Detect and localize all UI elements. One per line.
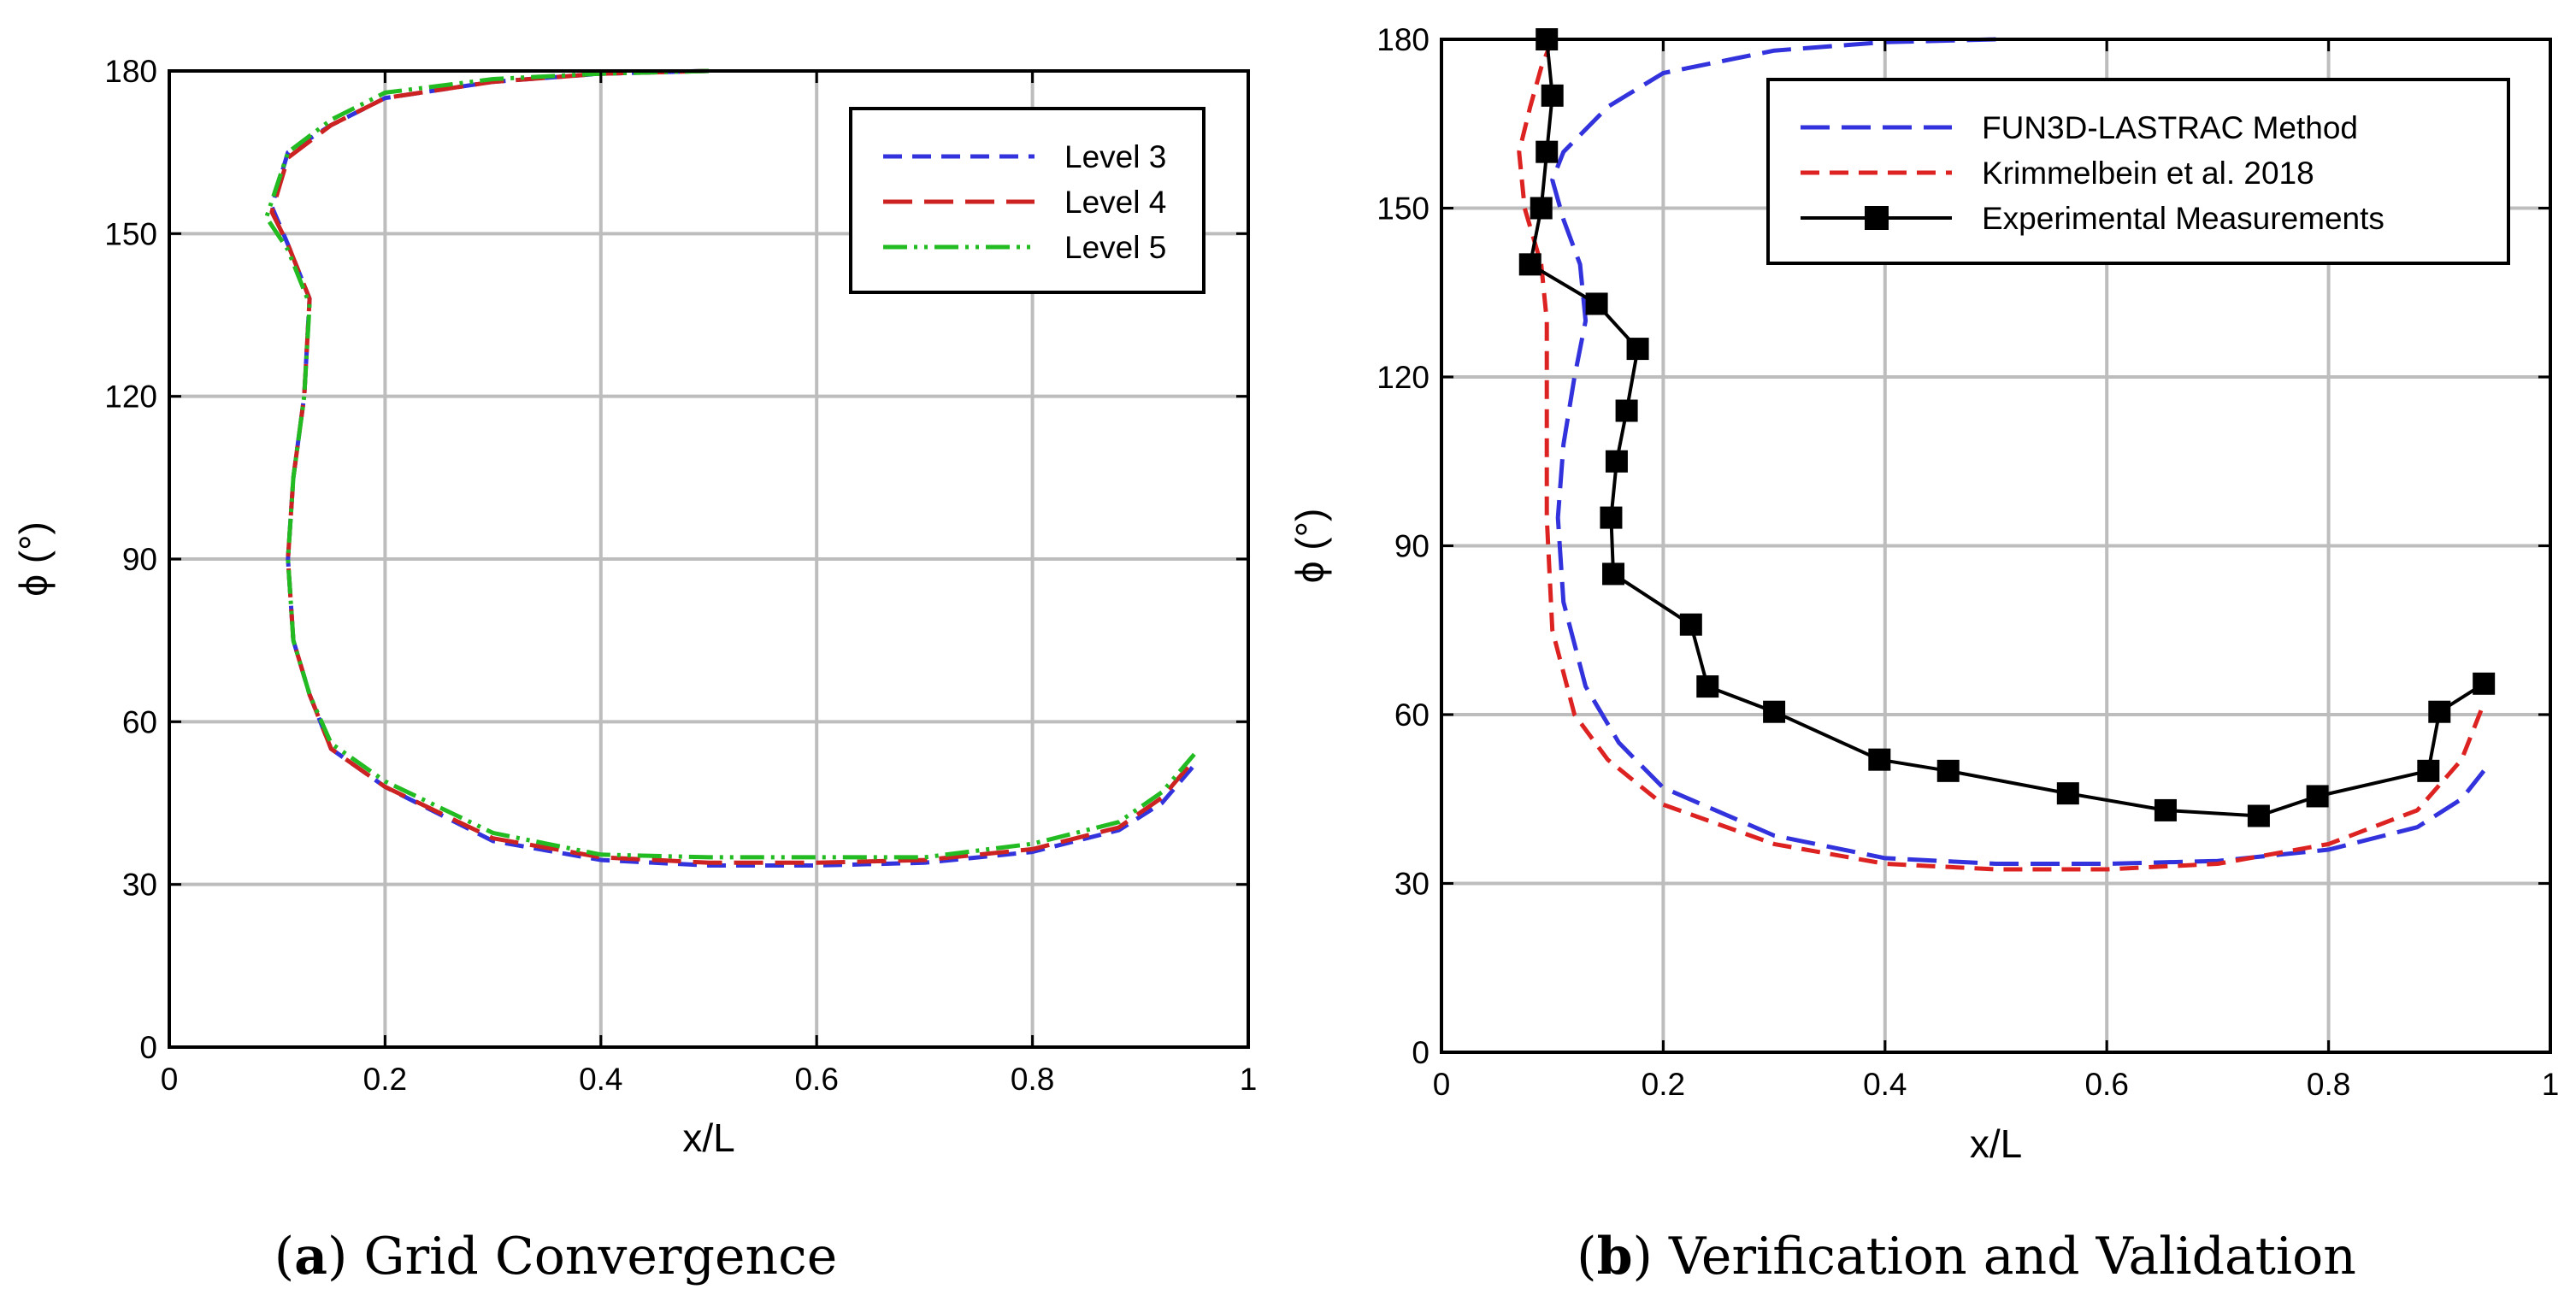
x-axis-label: x/L: [682, 1116, 734, 1160]
data-point: [2056, 782, 2079, 805]
x-tick-label: 0.6: [794, 1062, 838, 1097]
data-point: [1868, 748, 1891, 771]
caption-b-text: Verification and Validation: [1668, 1227, 2356, 1286]
caption-b: (b) Verification and Validation: [1577, 1227, 2356, 1286]
data-point: [2428, 700, 2451, 723]
panel-b-verification-validation: 0 0.2 0.4 0.6 0.8 1 0 30 60 90 120 150 180 x/L ϕ (°) FU…: [1288, 22, 2559, 1166]
x-axis-label: x/L: [1970, 1121, 2022, 1166]
series-line-1: [1550, 37, 2486, 866]
y-tick-label: 150: [1376, 191, 1429, 227]
data-point: [2306, 785, 2329, 808]
y-tick-label: 120: [1376, 360, 1429, 395]
legend-label-3: Experimental Measurements: [1982, 201, 2384, 236]
data-point: [1536, 140, 1559, 163]
x-tick-label: 0.8: [2307, 1067, 2350, 1102]
y-axis-label: ϕ (°): [11, 521, 56, 597]
caption-a-text: Grid Convergence: [364, 1227, 838, 1286]
y-tick-label: 60: [122, 704, 157, 739]
data-point: [1541, 84, 1564, 107]
legend-label-3: Level 5: [1064, 230, 1166, 265]
y-tick-label: 0: [139, 1030, 157, 1065]
y-tick-label: 60: [1394, 698, 1429, 733]
y-tick-label: 120: [104, 380, 157, 415]
x-tick-label: 0.2: [363, 1062, 407, 1097]
data-point: [1600, 506, 1623, 529]
data-point: [1530, 197, 1553, 220]
y-tick-label: 180: [104, 54, 157, 89]
data-point: [1585, 292, 1608, 315]
data-point: [1696, 675, 1719, 698]
legend-label-2: Level 4: [1064, 185, 1166, 220]
legend-label-1: FUN3D-LASTRAC Method: [1982, 110, 2358, 145]
y-tick-label: 180: [1376, 22, 1429, 57]
legend: FUN3D-LASTRAC Method Krimmelbein et al. 2…: [1766, 78, 2510, 265]
y-tick-label: 30: [1394, 867, 1429, 902]
data-point: [1605, 450, 1628, 473]
y-tick-label: 30: [122, 868, 157, 903]
caption-a-tag: a: [294, 1227, 327, 1286]
legend-marker: [1865, 206, 1889, 230]
legend-label-2: Krimmelbein et al. 2018: [1982, 156, 2314, 191]
data-point: [1936, 759, 1960, 782]
y-tick-label: 90: [122, 542, 157, 577]
data-point: [1615, 399, 1638, 422]
caption-a: (a) Grid Convergence: [274, 1227, 838, 1286]
caption-b-tag: b: [1597, 1227, 1633, 1286]
data-point: [1763, 700, 1786, 723]
series-line-3: [264, 68, 1196, 860]
y-tick-label: 0: [1412, 1035, 1429, 1070]
data-point: [2473, 672, 2496, 695]
x-tick-label: 0.8: [1011, 1062, 1054, 1097]
x-tick-label: 0.4: [1863, 1067, 1907, 1102]
data-point: [1679, 613, 1702, 636]
x-tick-label: 1: [2542, 1067, 2560, 1102]
x-tick-label: 0.4: [579, 1062, 622, 1097]
x-tick-label: 0: [161, 1062, 179, 1097]
y-tick-label: 90: [1394, 529, 1429, 564]
x-tick-label: 0.2: [1642, 1067, 1685, 1102]
data-point: [2417, 759, 2440, 782]
data-point: [1626, 338, 1649, 361]
data-point: [1602, 562, 1625, 586]
x-tick-label: 1: [1240, 1062, 1258, 1097]
y-tick-label: 150: [104, 216, 157, 251]
x-tick-label: 0: [1433, 1067, 1451, 1102]
data-point: [2247, 804, 2270, 827]
x-tick-label: 0.6: [2084, 1067, 2128, 1102]
data-point: [1518, 253, 1541, 276]
legend: Level 3 Level 4 Level 5: [849, 107, 1205, 294]
data-point: [2154, 798, 2177, 821]
series-line-2: [269, 68, 1196, 865]
y-axis-label: ϕ (°): [1288, 509, 1332, 584]
series-line-2: [1517, 38, 2486, 872]
legend-label-1: Level 3: [1064, 139, 1166, 174]
panel-a-grid-convergence: 0 0.2 0.4 0.6 0.8 1 0 30 60 90 120 150 180 x/L ϕ (°) Le…: [11, 54, 1257, 1160]
